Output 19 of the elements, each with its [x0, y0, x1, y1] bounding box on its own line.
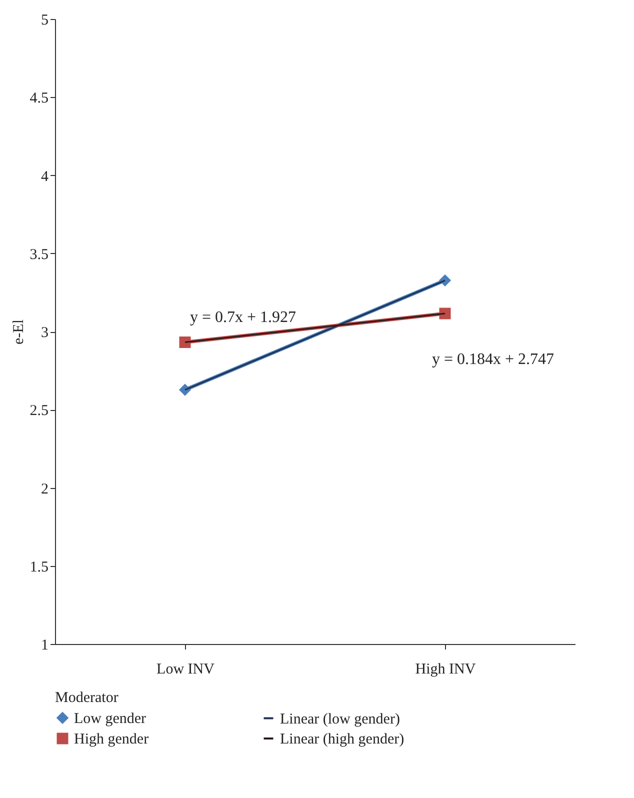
x-tick-label: High INV: [415, 662, 476, 678]
y-tick-label: 2: [41, 481, 48, 498]
legend-label: Low gender: [74, 710, 146, 727]
y-tick-label: 3.5: [30, 246, 48, 263]
y-axis-title: e-El: [10, 320, 27, 344]
legend-label: Linear (high gender): [280, 732, 404, 748]
legend-title: Moderator: [55, 690, 118, 706]
y-tick-label: 5: [41, 12, 48, 28]
y-tick-label: 3: [41, 325, 48, 341]
annotation: y = 0.7x + 1.927: [190, 309, 296, 326]
y-tick-label: 1.5: [30, 559, 48, 576]
x-tick-label: Low INV: [156, 662, 215, 678]
legend-label: High gender: [74, 732, 149, 748]
y-tick-label: 4: [41, 168, 49, 185]
legend-label: Linear (low gender): [280, 711, 400, 728]
annotation: y = 0.184x + 2.747: [432, 351, 554, 368]
y-tick-label: 2.5: [30, 403, 48, 420]
y-tick-label: 4.5: [30, 90, 48, 107]
y-tick-label: 1: [41, 638, 48, 654]
